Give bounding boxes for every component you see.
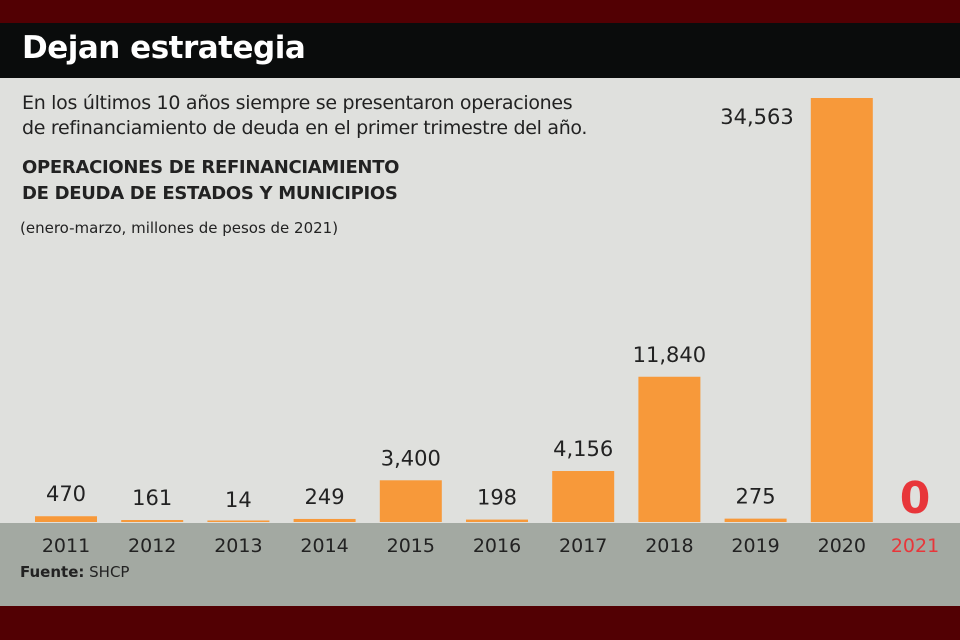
data-label: 198 [477, 486, 517, 510]
bar-2020 [810, 98, 873, 522]
bar-2019 [724, 518, 787, 522]
x-tick-label: 2017 [559, 535, 607, 557]
subtitle-line: En los últimos 10 años siempre se presen… [22, 92, 573, 114]
data-label: 470 [46, 482, 86, 506]
x-tick-label: 2013 [214, 535, 262, 557]
bar-2012 [121, 520, 184, 522]
title-bar [0, 23, 960, 78]
bar-2011 [35, 516, 97, 522]
subtitle-line: de refinanciamiento de deuda en el prime… [22, 117, 588, 139]
bar-2013 [207, 520, 270, 522]
top-band [0, 0, 960, 23]
data-label: 14 [225, 488, 252, 512]
plot-area [0, 78, 960, 523]
chart-title: OPERACIONES DE REFINANCIAMIENTO DE DEUDA… [22, 155, 399, 207]
x-tick-label: 2015 [387, 535, 435, 557]
data-label: 34,563 [720, 105, 793, 129]
data-label: 161 [132, 486, 172, 510]
data-label: 249 [305, 485, 345, 509]
x-tick-label: 2018 [645, 535, 693, 557]
chart-title-line: DE DEUDA DE ESTADOS Y MUNICIPIOS [22, 183, 398, 204]
source-label: Fuente: [20, 563, 85, 581]
bar-2015 [379, 480, 442, 522]
data-label: 4,156 [553, 437, 613, 461]
data-label: 275 [736, 485, 776, 509]
bar-2014 [293, 518, 356, 522]
bar-2017 [552, 471, 615, 522]
source-note: Fuente: SHCP [20, 563, 129, 581]
bar-2016 [466, 519, 528, 522]
footer-band [0, 523, 960, 606]
bottom-band [0, 606, 960, 640]
x-tick-label: 2011 [42, 535, 90, 557]
x-tick-label: 2020 [818, 535, 866, 557]
chart-title-line: OPERACIONES DE REFINANCIAMIENTO [22, 157, 400, 178]
subtitle: En los últimos 10 años siempre se presen… [22, 91, 587, 141]
page-title: Dejan estrategia [22, 30, 306, 66]
x-tick-label: 2016 [473, 535, 521, 557]
data-label: 11,840 [633, 343, 706, 367]
chart-units: (enero-marzo, millones de pesos de 2021) [20, 219, 339, 237]
x-tick-label: 2019 [731, 535, 779, 557]
data-label: 0 [900, 473, 931, 524]
x-tick-label: 2021 [891, 535, 939, 557]
x-tick-label: 2012 [128, 535, 176, 557]
x-tick-label: 2014 [300, 535, 348, 557]
data-label: 3,400 [381, 446, 441, 470]
source-value: SHCP [89, 563, 130, 581]
bar-2018 [638, 376, 701, 522]
